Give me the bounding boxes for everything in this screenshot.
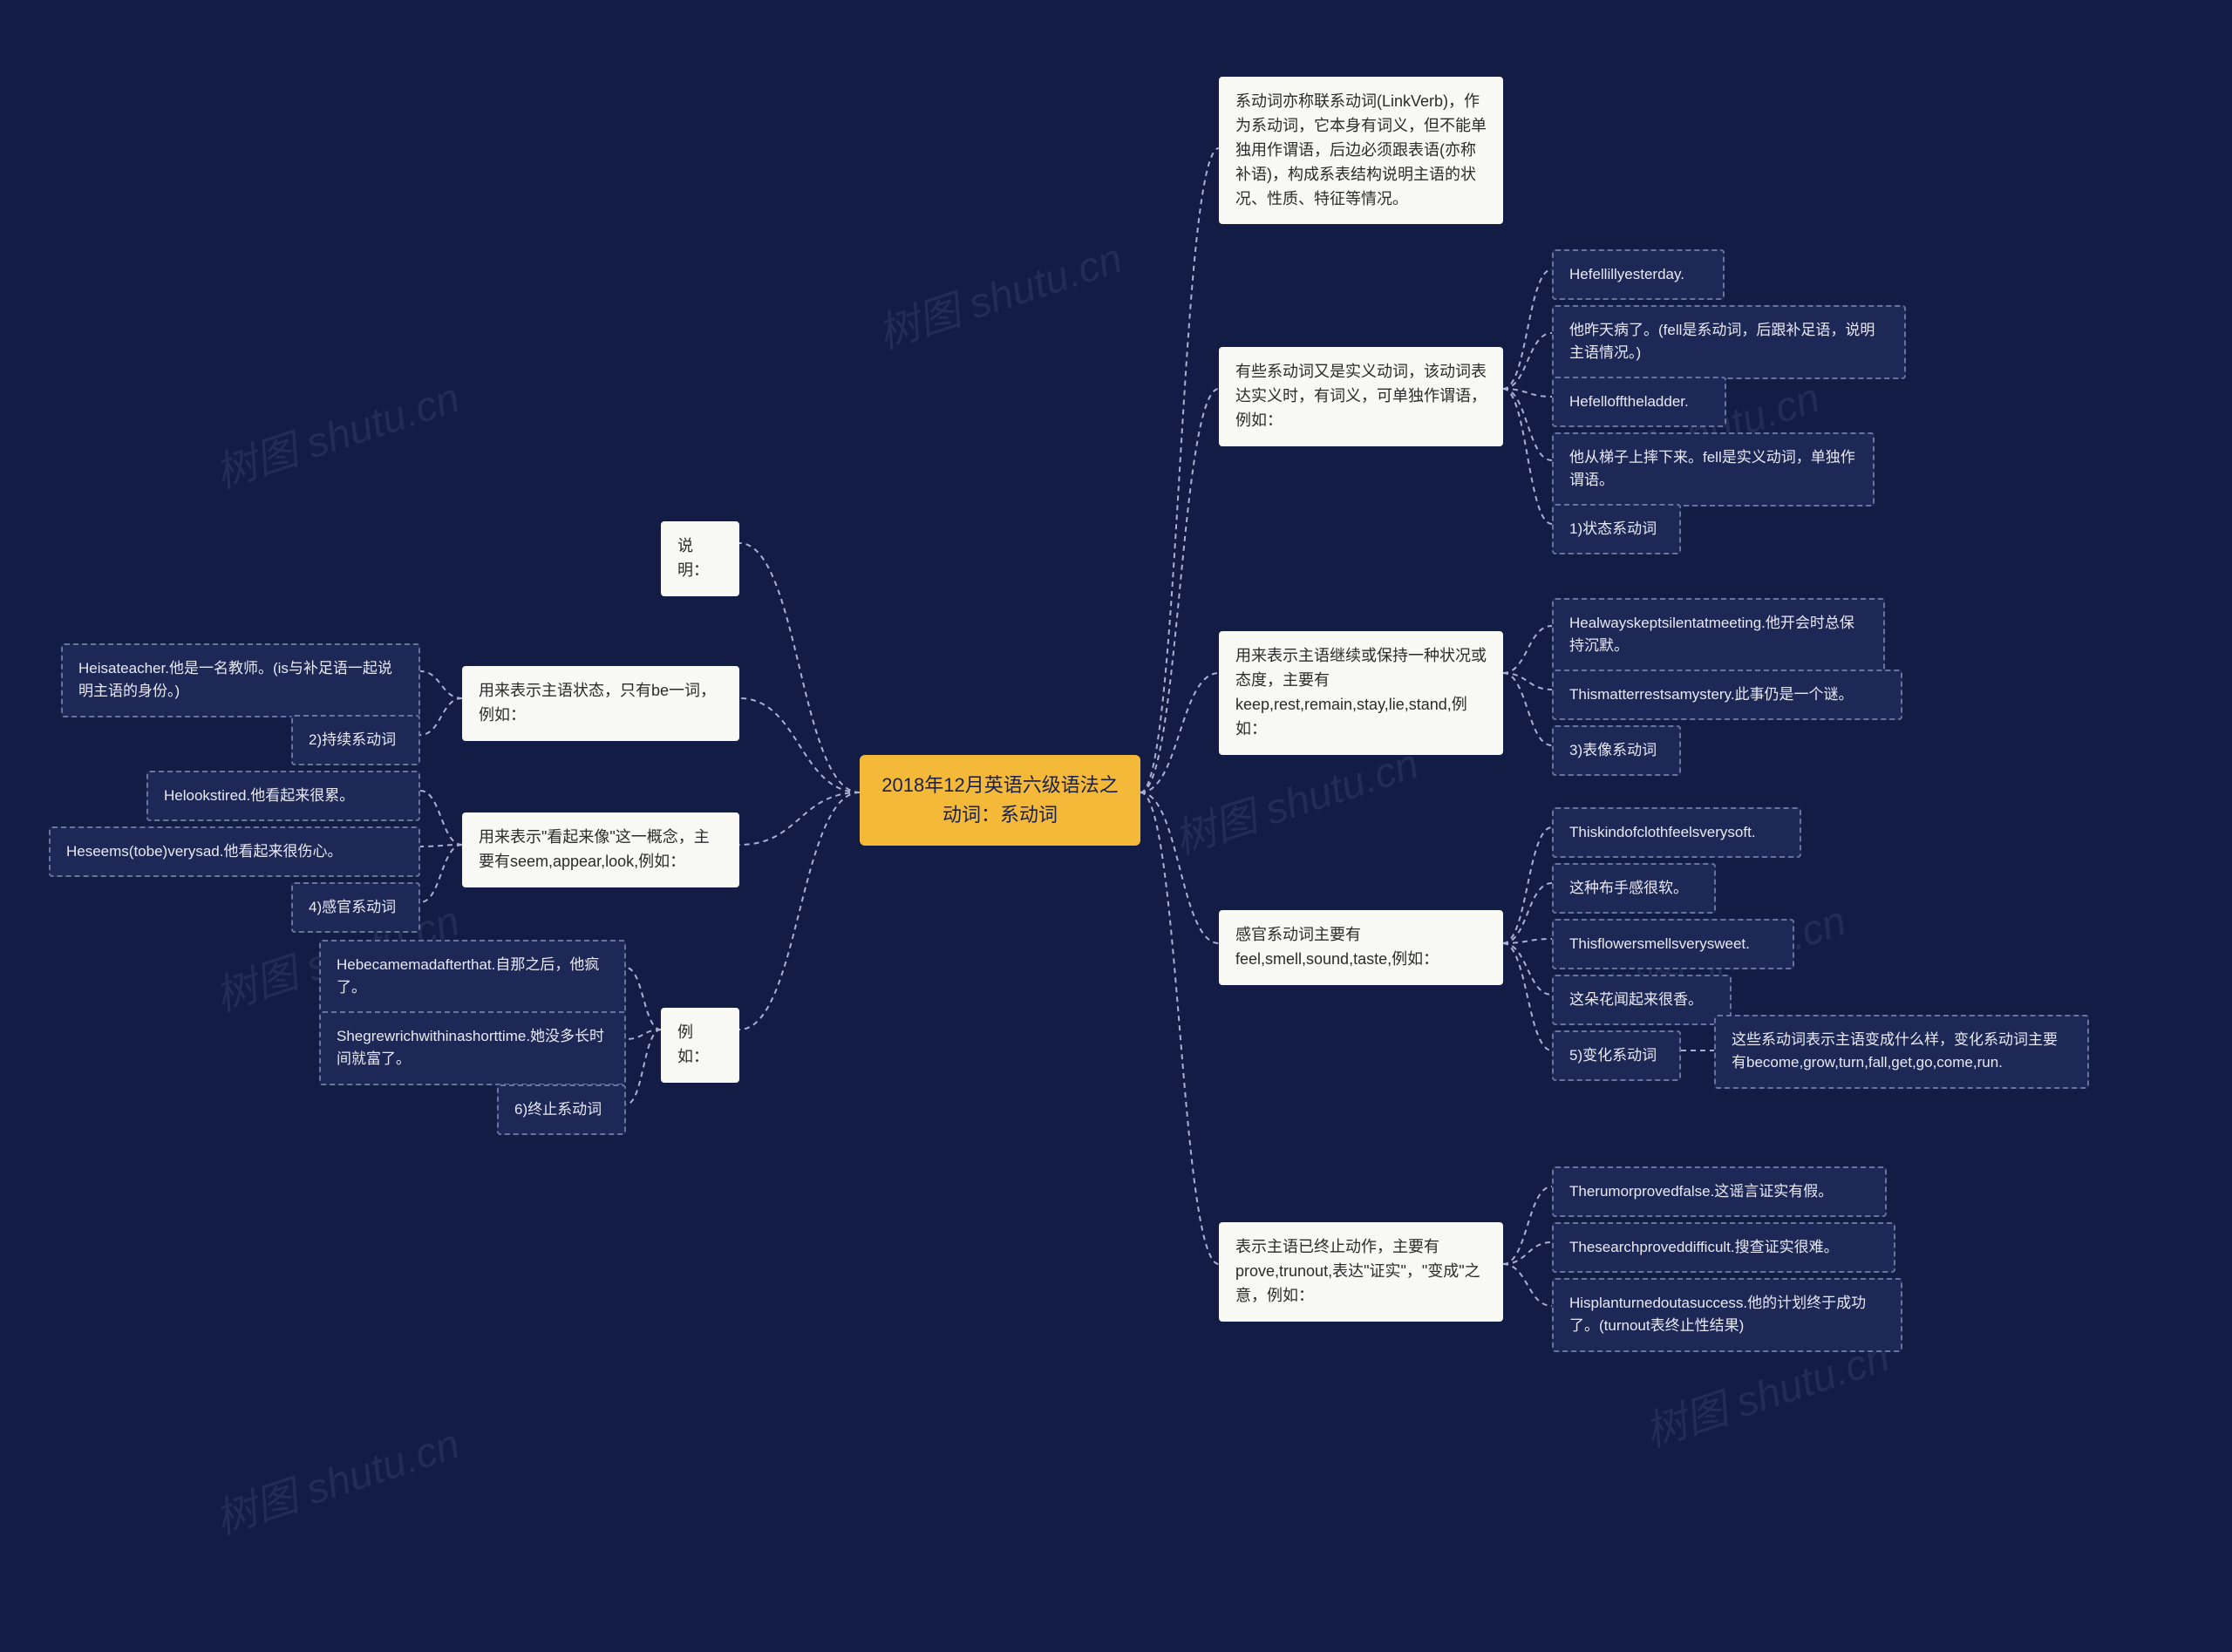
leaf-right: 这种布手感很软。 [1552,863,1716,914]
branch-left: 例如： [661,1008,739,1083]
leaf-left: 4)感官系动词 [291,882,420,933]
leaf-right: Thisflowersmellsverysweet. [1552,919,1794,969]
leaf-right: 1)状态系动词 [1552,504,1681,554]
branch-left: 说明： [661,521,739,596]
leaf-right: 5)变化系动词 [1552,1030,1681,1081]
watermark: 树图 shutu.cn [206,1410,466,1546]
watermark: 树图 shutu.cn [206,364,466,500]
branch-right: 有些系动词又是实义动词，该动词表达实义时，有词义，可单独作谓语，例如： [1219,347,1503,446]
leaf-right: Thismatterrestsamystery.此事仍是一个谜。 [1552,670,1902,720]
leaf-right: Healwayskeptsilentatmeeting.他开会时总保持沉默。 [1552,598,1885,672]
leaf-right: Therumorprovedfalse.这谣言证实有假。 [1552,1166,1887,1217]
leaf-right: Hefellillyesterday. [1552,249,1725,300]
leaf-left: Heisateacher.他是一名教师。(is与补足语一起说明主语的身份。) [61,643,420,717]
branch-right: 感官系动词主要有feel,smell,sound,taste,例如： [1219,910,1503,985]
leaf-right: 这些系动词表示主语变成什么样，变化系动词主要有become,grow,turn,… [1714,1015,2089,1089]
branch-right: 用来表示主语继续或保持一种状况或态度，主要有keep,rest,remain,s… [1219,631,1503,755]
leaf-left: 2)持续系动词 [291,715,420,765]
leaf-right: Thiskindofclothfeelsverysoft. [1552,807,1801,858]
leaf-right: 3)表像系动词 [1552,725,1681,776]
leaf-right: Thesearchproveddifficult.搜查证实很难。 [1552,1222,1895,1273]
leaf-right: Hisplanturnedoutasuccess.他的计划终于成功了。(turn… [1552,1278,1902,1352]
leaf-right: 他从梯子上摔下来。fell是实义动词，单独作谓语。 [1552,432,1875,506]
leaf-left: Shegrewrichwithinashorttime.她没多长时间就富了。 [319,1011,626,1085]
leaf-left: Helookstired.他看起来很累。 [146,771,420,821]
branch-right: 系动词亦称联系动词(LinkVerb)，作为系动词，它本身有词义，但不能单独用作… [1219,77,1503,224]
leaf-right: 他昨天病了。(fell是系动词，后跟补足语，说明主语情况。) [1552,305,1906,379]
leaf-right: Hefellofftheladder. [1552,377,1726,427]
branch-right: 表示主语已终止动作，主要有prove,trunout,表达"证实"，"变成"之意… [1219,1222,1503,1322]
root-node: 2018年12月英语六级语法之动词：系动词 [860,755,1140,846]
leaf-right: 这朵花闻起来很香。 [1552,975,1732,1025]
leaf-left: Heseems(tobe)verysad.他看起来很伤心。 [49,826,420,877]
branch-left: 用来表示主语状态，只有be一词，例如： [462,666,739,741]
leaf-left: Hebecamemadafterthat.自那之后，他疯了。 [319,940,626,1014]
watermark: 树图 shutu.cn [868,224,1128,360]
branch-left: 用来表示"看起来像"这一概念，主要有seem,appear,look,例如： [462,812,739,887]
leaf-left: 6)终止系动词 [497,1084,626,1135]
